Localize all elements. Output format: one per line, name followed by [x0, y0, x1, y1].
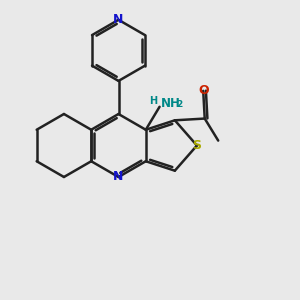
Text: S: S: [192, 139, 201, 152]
Text: N: N: [113, 170, 124, 184]
Text: O: O: [198, 84, 208, 97]
Text: NH: NH: [161, 97, 181, 110]
Text: N: N: [113, 13, 124, 26]
Text: 2: 2: [176, 100, 182, 109]
Text: H: H: [149, 96, 157, 106]
